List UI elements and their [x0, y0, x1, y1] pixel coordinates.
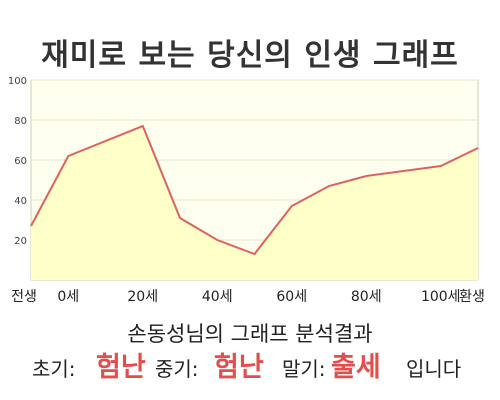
y-tick-label: 20 [14, 236, 27, 247]
y-tick-label: 60 [14, 156, 27, 167]
early-label: 초기: [32, 357, 76, 381]
x-tick-label: 80세 [351, 289, 382, 305]
x-tick-label: 0세 [57, 289, 79, 305]
late-verdict: 출세 [331, 352, 381, 383]
page-title: 재미로 보는 당신의 인생 그래프 [41, 38, 459, 73]
life-line [30, 124, 479, 256]
x-tick-label: 20세 [127, 289, 158, 305]
early-verdict: 험난 [96, 352, 146, 383]
x-tick-label: 40세 [202, 289, 233, 305]
late-label: 말기: [282, 357, 326, 381]
result-summary: 초기: 험난 중기: 험난 말기: 출세 입니다 [0, 347, 500, 383]
x-tick-label: 환생 [459, 289, 485, 305]
result-heading: 손동성님의 그래프 분석결과 [127, 322, 373, 346]
y-tick-labels: 20 40 60 80 100 [8, 76, 27, 247]
area-fill [31, 126, 478, 280]
y-tick-label: 40 [14, 196, 27, 207]
y-tick-label: 80 [14, 116, 27, 127]
result-ending: 입니다 [406, 357, 462, 381]
middle-label: 중기: [155, 357, 199, 381]
x-tick-label: 전생 [11, 289, 37, 305]
y-tick-label: 100 [8, 76, 27, 87]
middle-verdict: 험난 [214, 352, 264, 383]
x-tick-label: 60세 [276, 289, 307, 305]
x-tick-label: 100세 [421, 289, 461, 305]
